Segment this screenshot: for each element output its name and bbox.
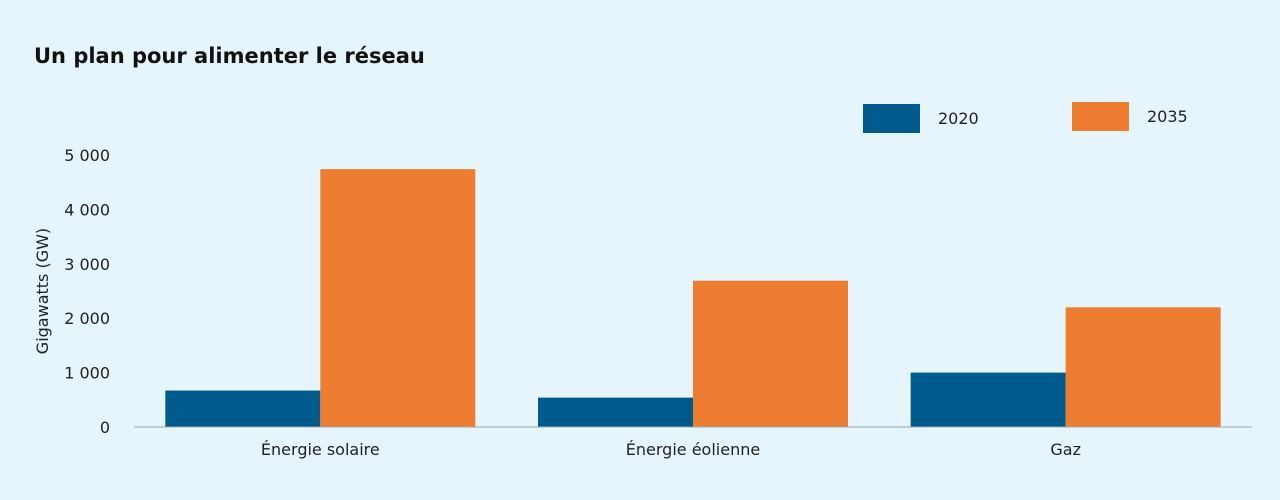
chart-title: Un plan pour alimenter le réseau: [34, 44, 425, 68]
x-tick-label: Énergie éolienne: [626, 440, 760, 459]
x-tick-label: Énergie solaire: [261, 440, 380, 459]
y-tick-label: 4 000: [64, 200, 110, 219]
y-tick-label: 5 000: [64, 146, 110, 165]
bar-2020-2: [910, 372, 1066, 427]
y-tick-label: 1 000: [64, 364, 110, 383]
x-tick-label: Gaz: [1050, 440, 1081, 459]
y-axis-title: Gigawatts (GW): [33, 228, 52, 354]
legend: 2020 2035: [863, 102, 1188, 133]
legend-swatch-2020: [863, 104, 920, 133]
y-tick-label: 3 000: [64, 255, 110, 274]
bar-2035-0: [320, 169, 476, 428]
bar-2035-2: [1065, 307, 1221, 427]
bar-2020-1: [538, 397, 693, 427]
bars: [165, 169, 1221, 428]
y-axis: 0 1 000 2 000 3 000 4 000 5 000: [64, 146, 110, 437]
x-axis: Énergie solaire Énergie éolienne Gaz: [261, 440, 1081, 459]
bar-2020-0: [165, 390, 321, 427]
y-tick-label: 0: [100, 418, 110, 437]
bar-2035-1: [693, 280, 848, 427]
legend-label-2035: 2035: [1147, 107, 1188, 126]
legend-label-2020: 2020: [938, 109, 979, 128]
legend-swatch-2035: [1072, 102, 1129, 131]
y-tick-label: 2 000: [64, 309, 110, 328]
